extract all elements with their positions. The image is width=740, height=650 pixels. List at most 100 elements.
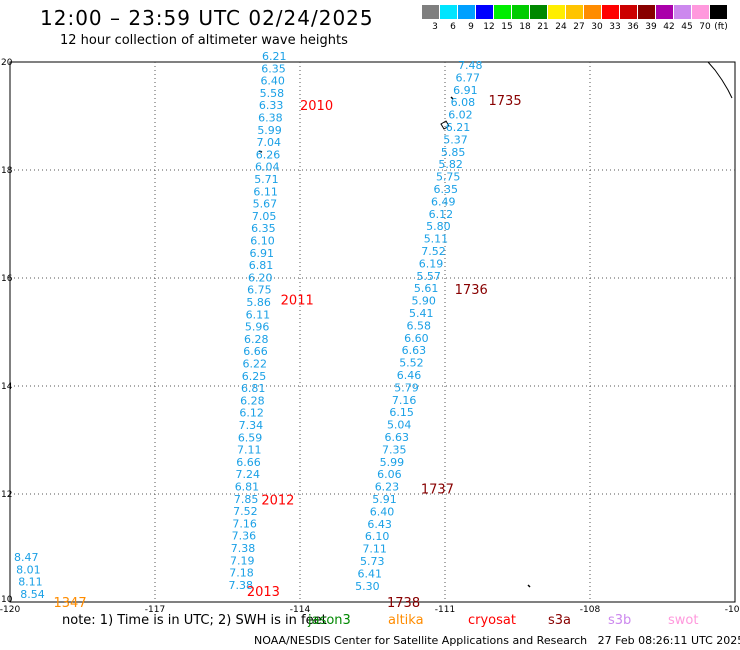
lat-lon-grid	[10, 62, 735, 602]
map-subtitle: 12 hour collection of altimeter wave hei…	[60, 33, 348, 48]
coastline-features	[258, 61, 733, 588]
swh-value: 8.11	[18, 576, 43, 589]
footer-credit: NOAA/NESDIS Center for Satellite Applica…	[254, 634, 740, 647]
swh-value: 6.35	[251, 222, 276, 235]
pass-time-label: 2013	[247, 585, 280, 600]
swh-value: 8.54	[20, 588, 45, 601]
y-tick-label: 14	[1, 382, 13, 392]
pass-time-label: 2011	[281, 294, 314, 309]
swh-value: 6.10	[365, 530, 390, 543]
swh-value: 5.90	[411, 295, 436, 308]
swh-value: 6.60	[404, 332, 429, 345]
scale-swatch	[674, 5, 691, 19]
scale-swatch	[566, 5, 583, 19]
swh-value: 6.81	[241, 382, 266, 395]
pass-time-label: 1737	[421, 483, 454, 498]
y-tick-label: 12	[1, 490, 12, 500]
swh-value: 5.80	[426, 220, 451, 233]
swh-value: 7.48	[458, 59, 483, 72]
satellite-jason3: jason3	[308, 613, 351, 628]
swh-value: 5.82	[438, 158, 463, 171]
scale-label: 12	[483, 22, 495, 32]
scale-label: 42	[663, 22, 675, 32]
swh-value: 6.35	[261, 62, 286, 75]
track-c: 8.478.018.118.54 1347	[14, 551, 87, 611]
swh-value: 5.67	[253, 198, 278, 211]
swh-value: 7.34	[239, 419, 264, 432]
islet-mark	[258, 150, 263, 153]
track-a: 6.216.356.405.586.336.385.997.046.266.04…	[228, 50, 333, 600]
swh-value: 6.91	[250, 247, 275, 260]
satellite-s3b: s3b	[608, 613, 632, 628]
x-tick-label: -117	[145, 605, 165, 615]
y-tick-label: 16	[1, 274, 13, 284]
swh-value: 7.18	[229, 567, 254, 580]
swh-value: 7.11	[237, 444, 261, 457]
swh-value: 6.81	[249, 259, 273, 272]
swh-value: 5.85	[441, 146, 466, 159]
scale-swatch	[458, 5, 475, 19]
swh-value: 7.24	[235, 468, 259, 481]
satellite-cryosat: cryosat	[468, 613, 516, 628]
scale-label: 27	[573, 22, 585, 32]
swh-value: 5.96	[245, 321, 270, 334]
y-tick-label: 10	[1, 595, 13, 605]
scale-label: 18	[519, 22, 531, 32]
swh-value: 5.11	[424, 233, 449, 246]
altimeter-tracks: 6.216.356.405.586.336.385.997.046.266.04…	[14, 50, 522, 611]
scale-swatch	[602, 5, 619, 19]
scale-label: 24	[555, 22, 567, 32]
swh-value: 6.11	[246, 308, 271, 321]
scale-swatch	[530, 5, 547, 19]
x-tick-label: -108	[580, 605, 601, 615]
swh-value: 5.75	[436, 171, 461, 184]
swh-value: 7.04	[257, 136, 282, 149]
scale-swatch	[620, 5, 637, 19]
swh-value: 5.73	[360, 555, 385, 568]
scale-unit-label: (ft)	[714, 22, 728, 32]
scale-label: 33	[609, 22, 621, 32]
swh-value: 5.41	[409, 307, 434, 320]
swh-value: 6.41	[358, 567, 383, 580]
pass-time-label: 2012	[261, 493, 294, 508]
swh-value: 5.30	[355, 580, 380, 593]
swh-value: 6.77	[456, 71, 481, 84]
swh-value: 6.19	[419, 257, 444, 270]
scale-swatch	[548, 5, 565, 19]
scale-swatch	[422, 5, 439, 19]
scale-swatch	[710, 5, 727, 19]
y-tick-label: 20	[1, 58, 13, 68]
swh-value: 7.38	[228, 579, 253, 592]
swh-value: 5.52	[399, 357, 424, 370]
island-outline	[440, 120, 450, 130]
swh-value: 6.63	[402, 344, 427, 357]
scale-label: 3	[432, 22, 438, 32]
swh-value: 7.16	[392, 394, 417, 407]
pass-time-label: 1736	[455, 283, 488, 298]
swh-value: 7.05	[252, 210, 276, 223]
swh-value: 6.20	[248, 271, 273, 284]
scale-label: 30	[591, 22, 603, 32]
legend-note: note: 1) Time is in UTC; 2) SWH is in fe…	[62, 613, 327, 628]
swh-value: 5.99	[257, 124, 282, 137]
swh-value: 6.21	[446, 121, 471, 134]
axis-tick-labels: -120 -117 -114 -111 -108 -105 20 18 16 14 12 10	[0, 58, 740, 615]
x-tick-label: -120	[0, 605, 20, 615]
scale-label: 9	[468, 22, 474, 32]
scale-swatch	[476, 5, 493, 19]
scale-swatch	[512, 5, 529, 19]
swh-value: 5.91	[372, 493, 397, 506]
swh-value: 6.40	[370, 505, 395, 518]
scale-swatch	[656, 5, 673, 19]
swh-value: 6.46	[397, 369, 422, 382]
islet-mark	[450, 96, 454, 100]
swh-value: 5.61	[414, 282, 439, 295]
swh-value: 6.21	[262, 50, 287, 63]
swh-value: 7.52	[233, 505, 258, 518]
x-tick-label: -105	[725, 605, 740, 615]
swh-value: 6.38	[258, 112, 283, 125]
swh-value: 6.43	[367, 518, 392, 531]
swh-value: 6.15	[389, 406, 414, 419]
credit-text: NOAA/NESDIS Center for Satellite Applica…	[254, 634, 588, 647]
swh-value: 5.57	[416, 270, 441, 283]
